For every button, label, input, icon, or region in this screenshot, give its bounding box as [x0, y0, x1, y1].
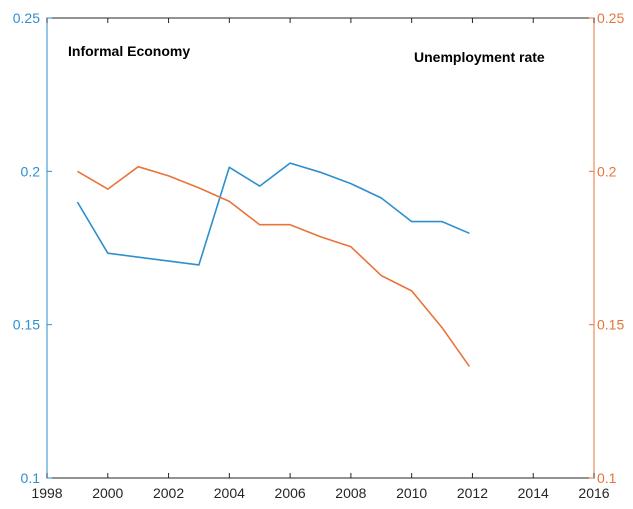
x-axis-ticks: 1998 2000 2002 2004 2006 2008 2010 2012 2014 2016 [31, 18, 610, 501]
x-tick-label: 2002 [153, 485, 184, 501]
x-tick-label: 2004 [214, 485, 245, 501]
x-tick-label: 2012 [457, 485, 488, 501]
unemployment-rate-line [76, 165, 471, 367]
left-tick-label: 0.2 [21, 163, 41, 179]
annotation-informal-economy: Informal Economy [68, 43, 190, 59]
x-tick-label: 2008 [335, 485, 366, 501]
right-tick-label: 0.25 [597, 10, 624, 26]
x-tick-label: 2016 [578, 485, 609, 501]
left-tick-label: 0.25 [13, 10, 40, 26]
x-tick-label: 2010 [396, 485, 427, 501]
x-tick-label: 2014 [518, 485, 549, 501]
x-tick-label: 2006 [275, 485, 306, 501]
series-layer [76, 162, 471, 367]
right-axis-ticks: 0.1 0.15 0.2 0.25 [589, 10, 624, 486]
right-tick-label: 0.1 [597, 470, 617, 486]
left-tick-label: 0.15 [13, 317, 40, 333]
x-tick-label: 2000 [92, 485, 123, 501]
left-tick-label: 0.1 [21, 470, 41, 486]
x-tick-label: 1998 [31, 485, 62, 501]
informal-economy-line [76, 162, 470, 266]
annotation-unemployment-rate: Unemployment rate [414, 49, 545, 65]
right-tick-label: 0.15 [597, 317, 624, 333]
right-tick-label: 0.2 [597, 163, 617, 179]
plot-frame [46, 17, 595, 479]
left-axis-ticks: 0.1 0.15 0.2 0.25 [13, 10, 52, 486]
